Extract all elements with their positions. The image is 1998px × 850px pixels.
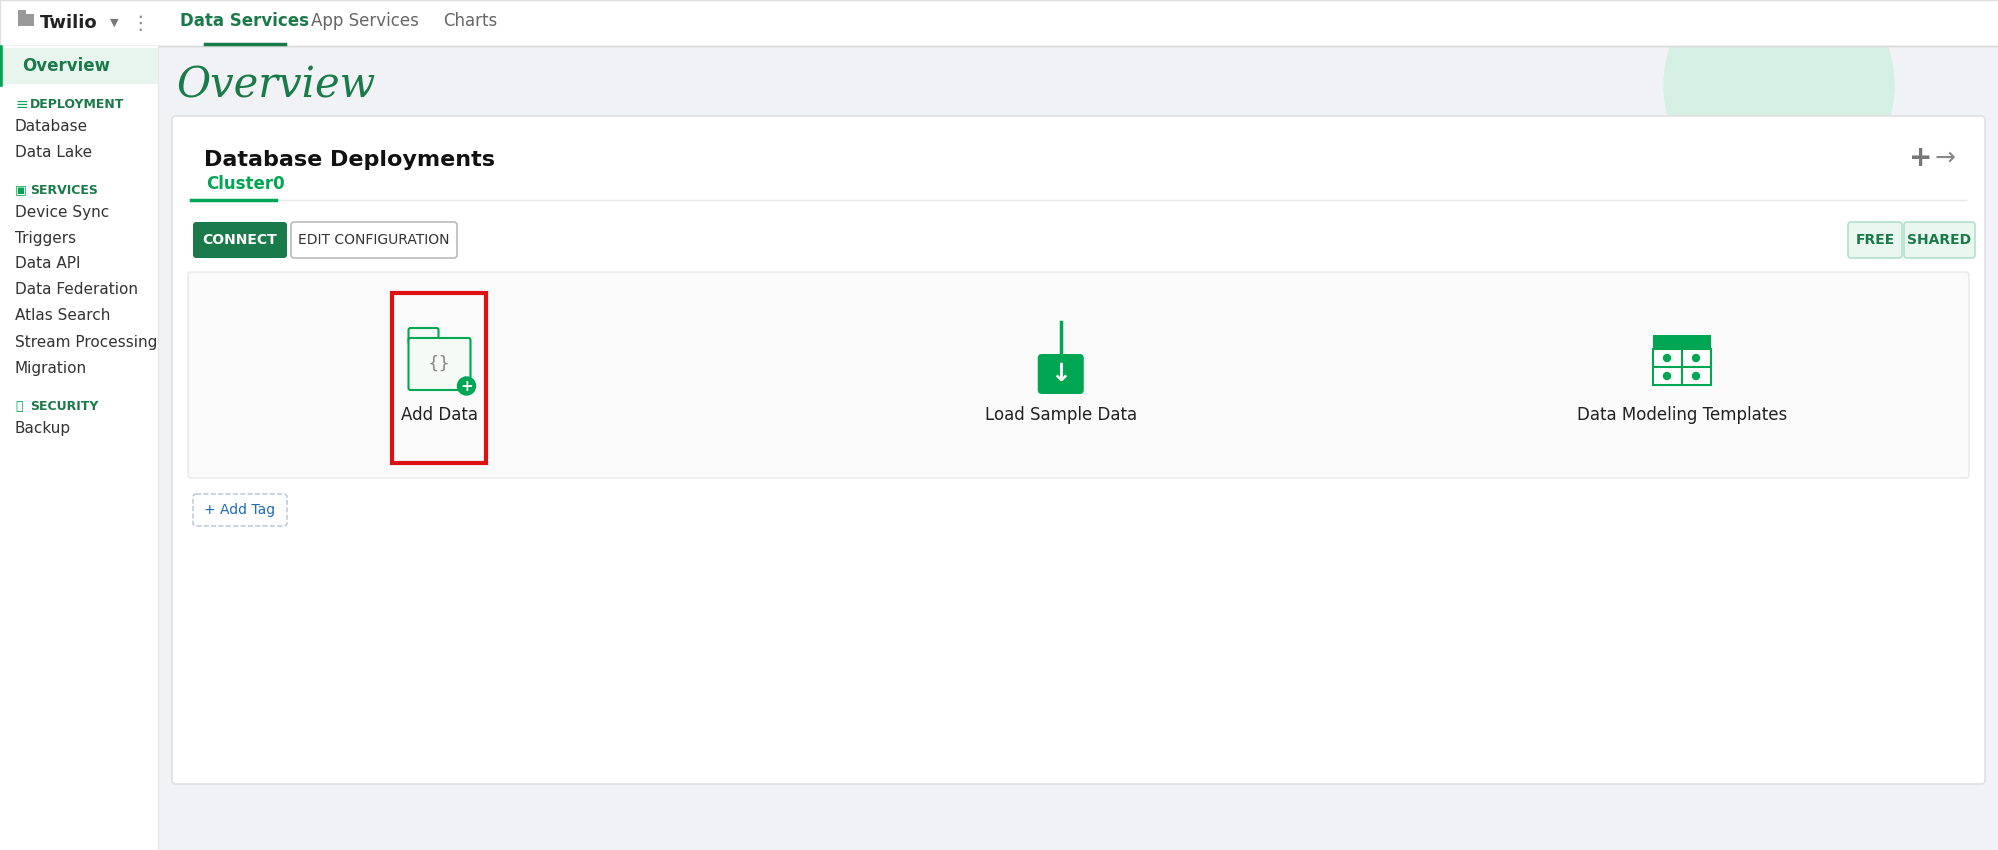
Circle shape bbox=[1662, 0, 1892, 200]
FancyBboxPatch shape bbox=[194, 494, 288, 526]
FancyBboxPatch shape bbox=[292, 222, 458, 258]
Text: ↓: ↓ bbox=[1049, 362, 1071, 386]
FancyBboxPatch shape bbox=[1037, 354, 1083, 394]
Text: Device Sync: Device Sync bbox=[16, 205, 110, 219]
Bar bbox=[1652, 335, 1710, 349]
Text: Cluster0: Cluster0 bbox=[206, 175, 284, 193]
Text: + Add Tag: + Add Tag bbox=[204, 503, 276, 517]
Text: Data Services: Data Services bbox=[180, 12, 310, 30]
Text: Backup: Backup bbox=[16, 421, 72, 435]
Text: ▼: ▼ bbox=[110, 18, 118, 28]
Text: Add Data: Add Data bbox=[402, 406, 478, 424]
FancyBboxPatch shape bbox=[408, 338, 470, 390]
Text: +: + bbox=[460, 378, 474, 394]
FancyBboxPatch shape bbox=[172, 116, 1984, 784]
Bar bbox=[0, 48, 158, 84]
Text: SECURITY: SECURITY bbox=[30, 400, 98, 412]
Text: +: + bbox=[1908, 144, 1932, 172]
Text: {}: {} bbox=[428, 355, 452, 373]
Bar bbox=[18, 10, 26, 16]
FancyBboxPatch shape bbox=[194, 222, 288, 258]
Circle shape bbox=[1662, 372, 1670, 379]
Bar bbox=[0, 0, 1998, 46]
Text: ⋮: ⋮ bbox=[130, 14, 150, 32]
Text: Data API: Data API bbox=[16, 257, 80, 271]
Text: Overview: Overview bbox=[22, 57, 110, 75]
Bar bbox=[1652, 349, 1710, 385]
Text: Data Federation: Data Federation bbox=[16, 282, 138, 297]
Text: 🔒: 🔒 bbox=[16, 400, 22, 412]
Text: Overview: Overview bbox=[176, 64, 376, 106]
Text: Database: Database bbox=[16, 118, 88, 133]
Text: EDIT CONFIGURATION: EDIT CONFIGURATION bbox=[298, 233, 450, 247]
Text: DEPLOYMENT: DEPLOYMENT bbox=[30, 98, 124, 110]
Circle shape bbox=[458, 377, 476, 395]
Text: FREE: FREE bbox=[1854, 233, 1894, 247]
Text: Migration: Migration bbox=[16, 360, 88, 376]
Text: CONNECT: CONNECT bbox=[202, 233, 278, 247]
Text: Triggers: Triggers bbox=[16, 230, 76, 246]
Text: Atlas Search: Atlas Search bbox=[16, 309, 110, 324]
Text: SHARED: SHARED bbox=[1906, 233, 1970, 247]
FancyBboxPatch shape bbox=[408, 328, 438, 344]
Text: Load Sample Data: Load Sample Data bbox=[985, 406, 1137, 424]
Text: Database Deployments: Database Deployments bbox=[204, 150, 496, 170]
Bar bbox=[392, 293, 486, 463]
FancyBboxPatch shape bbox=[188, 272, 1968, 478]
Circle shape bbox=[1662, 354, 1670, 361]
Text: →: → bbox=[1934, 146, 1954, 170]
Text: ≡: ≡ bbox=[16, 97, 28, 111]
Text: Data Lake: Data Lake bbox=[16, 144, 92, 160]
Text: ▣: ▣ bbox=[16, 184, 26, 196]
Bar bbox=[18, 14, 34, 26]
Bar bbox=[0, 46, 158, 850]
Text: Stream Processing: Stream Processing bbox=[16, 335, 158, 349]
Text: Data Modeling Templates: Data Modeling Templates bbox=[1576, 406, 1786, 424]
Circle shape bbox=[1692, 372, 1698, 379]
FancyBboxPatch shape bbox=[1902, 222, 1974, 258]
FancyBboxPatch shape bbox=[1846, 222, 1900, 258]
Text: SERVICES: SERVICES bbox=[30, 184, 98, 196]
Text: App Services: App Services bbox=[312, 12, 420, 30]
Text: Twilio: Twilio bbox=[40, 14, 98, 32]
Circle shape bbox=[1692, 354, 1698, 361]
Text: Charts: Charts bbox=[444, 12, 498, 30]
